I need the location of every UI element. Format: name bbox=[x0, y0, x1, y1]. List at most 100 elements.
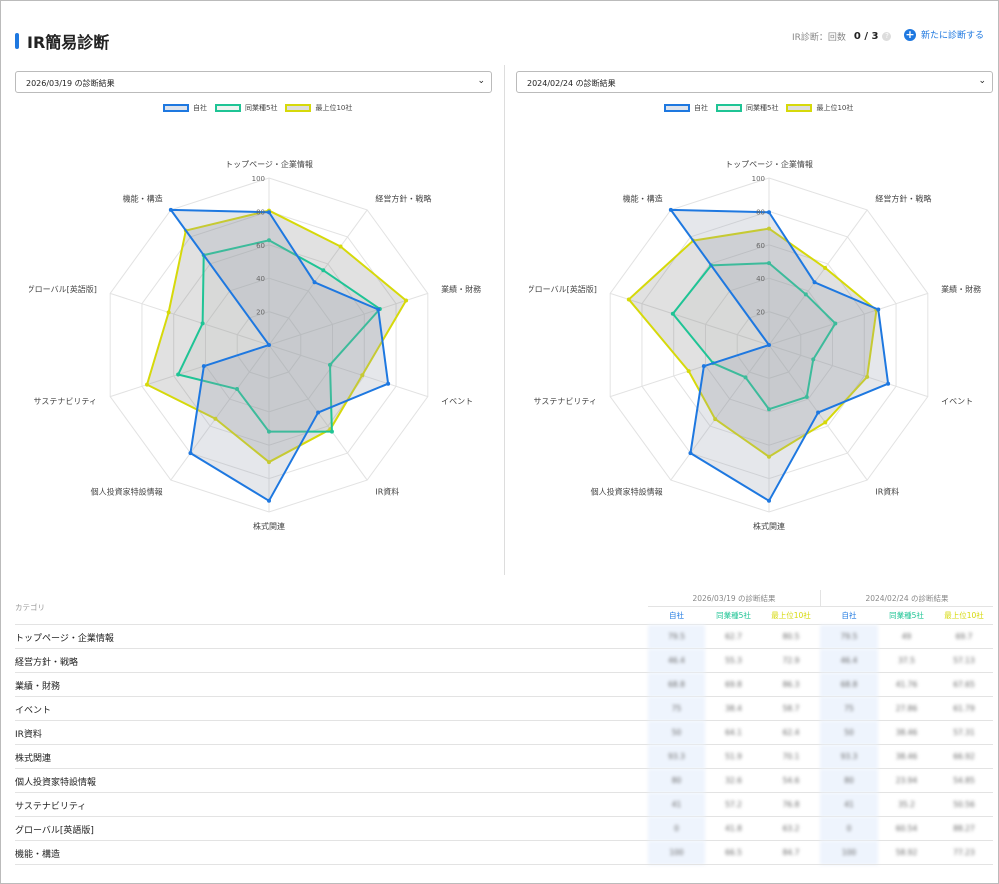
data-point[interactable] bbox=[804, 394, 809, 399]
value-cell: 100 bbox=[648, 841, 705, 865]
data-point[interactable] bbox=[386, 381, 391, 386]
column-header[interactable]: 最上位10社 bbox=[771, 611, 811, 620]
data-point[interactable] bbox=[213, 416, 218, 421]
value-cell: 23.94 bbox=[895, 776, 918, 785]
help-icon[interactable]: ? bbox=[882, 32, 892, 41]
value-cell: 57.31 bbox=[953, 728, 975, 737]
data-point[interactable] bbox=[812, 280, 817, 285]
value-cell: 77.23 bbox=[953, 848, 975, 857]
data-point[interactable] bbox=[376, 307, 381, 312]
data-point[interactable] bbox=[688, 451, 693, 456]
new-diagnosis-button[interactable]: + 新たに診断する bbox=[904, 28, 984, 41]
value-cell: 76.8 bbox=[782, 800, 800, 809]
value-cell: 79.5 bbox=[648, 625, 705, 649]
data-point[interactable] bbox=[743, 375, 748, 380]
data-point[interactable] bbox=[803, 292, 808, 297]
data-point[interactable] bbox=[876, 307, 881, 312]
data-point[interactable] bbox=[176, 372, 181, 377]
data-point[interactable] bbox=[188, 451, 193, 456]
data-point[interactable] bbox=[360, 373, 365, 378]
legend-top[interactable]: 最上位10社 bbox=[285, 103, 352, 113]
data-point[interactable] bbox=[626, 297, 631, 302]
data-point[interactable] bbox=[767, 261, 771, 266]
data-point[interactable] bbox=[316, 410, 321, 415]
data-point[interactable] bbox=[312, 280, 317, 285]
legend-self[interactable]: 自社 bbox=[664, 103, 708, 113]
data-point[interactable] bbox=[767, 226, 771, 231]
column-header[interactable]: 自社 bbox=[669, 611, 684, 620]
data-point[interactable] bbox=[833, 321, 838, 326]
result-select-left[interactable]: 2026/03/19 の診断結果 ⌄ bbox=[15, 71, 492, 93]
legend-label: 自社 bbox=[694, 104, 708, 112]
data-point[interactable] bbox=[321, 268, 326, 273]
column-header[interactable]: 最上位10社 bbox=[944, 611, 984, 620]
data-point[interactable] bbox=[267, 238, 271, 243]
data-point[interactable] bbox=[166, 310, 171, 315]
legend-top[interactable]: 最上位10社 bbox=[786, 103, 853, 113]
data-point[interactable] bbox=[865, 374, 870, 379]
category-header: カテゴリ bbox=[15, 603, 45, 612]
value-cell: 49 bbox=[901, 632, 912, 641]
data-point[interactable] bbox=[668, 207, 673, 212]
axis-label: 株式関連 bbox=[753, 521, 785, 531]
data-point[interactable] bbox=[201, 364, 206, 369]
data-point[interactable] bbox=[404, 298, 409, 303]
data-point[interactable] bbox=[816, 410, 821, 415]
data-point[interactable] bbox=[327, 362, 332, 367]
category-cell: サステナビリティ bbox=[15, 802, 87, 812]
data-point[interactable] bbox=[767, 343, 771, 347]
data-point[interactable] bbox=[701, 364, 706, 369]
data-point[interactable] bbox=[267, 210, 271, 215]
legend-peer[interactable]: 同業種5社 bbox=[716, 103, 778, 113]
data-point[interactable] bbox=[234, 387, 239, 392]
data-point[interactable] bbox=[200, 321, 205, 326]
axis-label: グローバル[英語版] bbox=[29, 284, 97, 294]
result-select-right[interactable]: 2024/02/24 の診断結果 ⌄ bbox=[516, 71, 993, 93]
category-cell: 経営方針・戦略 bbox=[15, 658, 79, 668]
table-row: トップページ・企業情報 79.5 62.7 80.5 79.5 49 69.7 bbox=[15, 624, 993, 649]
axis-spoke bbox=[268, 292, 428, 346]
chevron-down-icon: ⌄ bbox=[477, 76, 485, 86]
value-cell: 80.5 bbox=[782, 632, 800, 641]
legend-label: 同業種5社 bbox=[746, 104, 779, 112]
data-point[interactable] bbox=[168, 207, 173, 212]
value-cell: 58.92 bbox=[895, 848, 918, 857]
category-cell: トップページ・企業情報 bbox=[15, 634, 114, 644]
data-point[interactable] bbox=[145, 382, 150, 387]
column-header[interactable]: 自社 bbox=[841, 611, 857, 620]
data-point[interactable] bbox=[811, 357, 816, 362]
data-point[interactable] bbox=[329, 429, 334, 434]
data-point[interactable] bbox=[686, 369, 691, 374]
axis-label: 経営方針・戦略 bbox=[875, 194, 931, 204]
data-point[interactable] bbox=[767, 210, 771, 215]
data-point[interactable] bbox=[267, 498, 271, 503]
data-point[interactable] bbox=[338, 244, 343, 249]
data-point[interactable] bbox=[823, 265, 828, 270]
data-point[interactable] bbox=[886, 381, 891, 386]
legend-self[interactable]: 自社 bbox=[163, 103, 207, 113]
axis-label: グローバル[英語版] bbox=[529, 284, 597, 294]
data-point[interactable] bbox=[767, 407, 771, 412]
data-point[interactable] bbox=[267, 343, 271, 347]
data-point[interactable] bbox=[670, 311, 675, 316]
value-cell: 37.5 bbox=[898, 656, 915, 665]
value-cell: 0 bbox=[648, 817, 705, 841]
legend-peer[interactable]: 同業種5社 bbox=[215, 103, 277, 113]
data-point[interactable] bbox=[267, 460, 271, 465]
data-point[interactable] bbox=[767, 498, 771, 503]
tick-label: 40 bbox=[756, 275, 765, 283]
data-point[interactable] bbox=[823, 420, 828, 425]
value-cell: 63.2 bbox=[782, 824, 800, 833]
column-header[interactable]: 同業種5社 bbox=[889, 611, 924, 620]
value-cell: 38.46 bbox=[895, 752, 918, 761]
axis-label: イベント bbox=[441, 397, 473, 406]
tick-label: 80 bbox=[756, 208, 765, 216]
table-row: サステナビリティ 41 57.2 76.8 41 35.2 50.56 bbox=[15, 792, 993, 817]
axis-label: 業績・財務 bbox=[441, 284, 481, 294]
data-point[interactable] bbox=[767, 454, 771, 459]
column-header[interactable]: 同業種5社 bbox=[716, 611, 751, 620]
table-row: イベント 75 38.4 58.7 75 27.86 61.79 bbox=[15, 696, 993, 721]
axis-label: 株式関連 bbox=[253, 521, 285, 531]
data-point[interactable] bbox=[713, 417, 718, 422]
data-point[interactable] bbox=[267, 429, 271, 434]
